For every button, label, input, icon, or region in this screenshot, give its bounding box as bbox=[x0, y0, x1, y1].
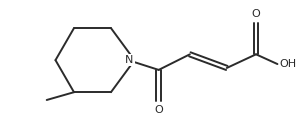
Text: OH: OH bbox=[280, 59, 297, 69]
Text: N: N bbox=[125, 55, 134, 65]
Text: O: O bbox=[154, 105, 163, 115]
Text: O: O bbox=[252, 9, 260, 19]
